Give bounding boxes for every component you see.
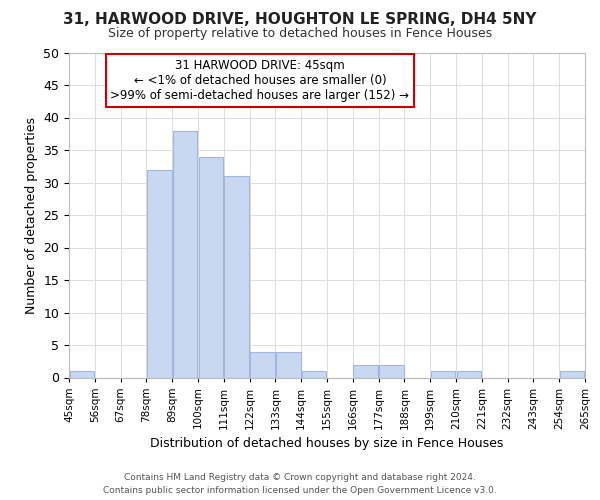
X-axis label: Distribution of detached houses by size in Fence Houses: Distribution of detached houses by size … <box>151 437 503 450</box>
Bar <box>70 371 94 378</box>
Text: Size of property relative to detached houses in Fence Houses: Size of property relative to detached ho… <box>108 28 492 40</box>
Bar <box>276 352 301 378</box>
Bar <box>560 371 584 378</box>
Bar <box>250 352 275 378</box>
Bar <box>379 364 404 378</box>
Bar <box>147 170 172 378</box>
Bar <box>199 156 223 378</box>
Text: 31, HARWOOD DRIVE, HOUGHTON LE SPRING, DH4 5NY: 31, HARWOOD DRIVE, HOUGHTON LE SPRING, D… <box>63 12 537 28</box>
Bar <box>353 364 378 378</box>
Text: Contains HM Land Registry data © Crown copyright and database right 2024.
Contai: Contains HM Land Registry data © Crown c… <box>103 474 497 495</box>
Bar <box>457 371 481 378</box>
Bar <box>431 371 455 378</box>
Bar <box>224 176 249 378</box>
Bar <box>302 371 326 378</box>
Bar <box>173 130 197 378</box>
Text: 31 HARWOOD DRIVE: 45sqm
← <1% of detached houses are smaller (0)
>99% of semi-de: 31 HARWOOD DRIVE: 45sqm ← <1% of detache… <box>110 59 409 102</box>
Y-axis label: Number of detached properties: Number of detached properties <box>25 116 38 314</box>
